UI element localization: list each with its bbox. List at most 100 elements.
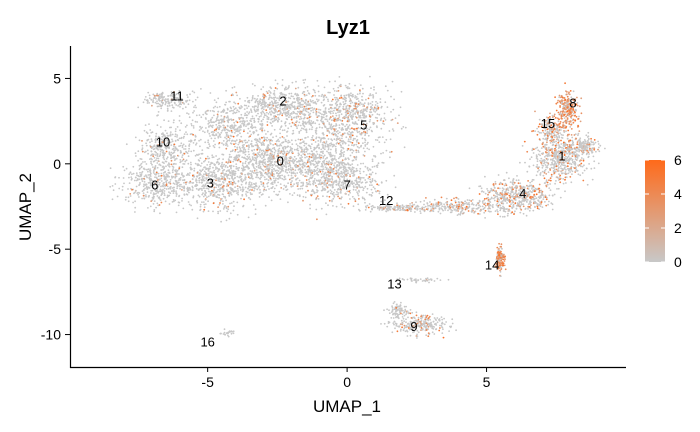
- cell-point: [343, 207, 346, 209]
- cell-point: [249, 188, 252, 191]
- cell-point: [317, 99, 320, 101]
- cell-point: [319, 157, 322, 160]
- cell-point: [275, 143, 278, 146]
- cell-point: [355, 110, 358, 113]
- cell-point: [265, 178, 268, 181]
- cell-point: [160, 107, 163, 110]
- cell-point: [229, 126, 232, 129]
- cell-point: [145, 195, 147, 198]
- cell-point: [391, 207, 394, 210]
- cell-point: [284, 156, 286, 159]
- cell-point: [284, 178, 287, 181]
- cell-point: [245, 195, 248, 197]
- cell-point: [330, 100, 333, 102]
- cell-point: [376, 113, 379, 115]
- cell-point: [172, 106, 175, 109]
- cell-point: [309, 160, 311, 163]
- cell-point: [285, 107, 288, 110]
- cell-point: [334, 150, 337, 153]
- cell-point: [165, 183, 168, 186]
- cell-point: [143, 177, 146, 180]
- cell-point: [357, 103, 360, 106]
- cell-point: [288, 85, 290, 87]
- cell-point: [291, 81, 294, 84]
- cell-point: [288, 116, 290, 119]
- cell-point: [261, 124, 264, 127]
- cell-point: [183, 178, 186, 181]
- cell-point: [364, 165, 367, 168]
- cell-point: [366, 130, 369, 132]
- cell-point: [305, 185, 308, 188]
- cell-point: [316, 98, 318, 101]
- cell-point: [282, 153, 285, 156]
- cell-point: [236, 135, 238, 137]
- cell-point: [347, 181, 350, 184]
- cell-point: [285, 140, 288, 143]
- cell-point: [228, 153, 231, 156]
- cell-point: [245, 158, 248, 160]
- cell-point: [316, 218, 318, 221]
- cell-point: [203, 187, 205, 190]
- cell-point: [261, 152, 264, 155]
- cell-point: [156, 92, 159, 95]
- cell-point: [345, 94, 348, 97]
- cell-point: [234, 142, 237, 145]
- cell-point: [200, 170, 203, 173]
- cell-point: [140, 178, 143, 181]
- cell-point: [168, 181, 171, 184]
- cell-point: [188, 99, 191, 102]
- cell-point: [285, 112, 288, 115]
- cell-point: [199, 145, 201, 148]
- cell-point: [322, 195, 324, 198]
- cell-point: [262, 95, 264, 98]
- cell-point: [125, 196, 127, 199]
- cell-point: [180, 142, 183, 145]
- cell-point: [271, 161, 273, 163]
- cell-point: [298, 132, 301, 134]
- cell-point: [359, 172, 362, 175]
- cell-point: [257, 120, 260, 123]
- cell-point: [346, 149, 349, 152]
- cell-point: [271, 170, 274, 173]
- cell-point: [236, 146, 239, 149]
- cell-point: [163, 187, 166, 190]
- cell-point: [313, 107, 316, 110]
- cell-point: [263, 162, 266, 165]
- cell-point: [182, 207, 185, 210]
- cell-point: [307, 101, 310, 104]
- cell-point: [206, 155, 209, 158]
- cell-point: [291, 143, 294, 146]
- cell-point: [253, 159, 256, 162]
- cell-point: [212, 210, 214, 213]
- cell-point: [263, 112, 266, 115]
- cell-point: [360, 109, 363, 112]
- cell-point: [290, 172, 293, 175]
- cell-point: [147, 138, 150, 141]
- cell-point: [274, 150, 277, 152]
- cell-point: [188, 203, 191, 206]
- cell-point: [238, 126, 240, 129]
- cell-point: [338, 164, 341, 167]
- cell-point: [134, 136, 137, 139]
- cell-point: [203, 179, 206, 182]
- cell-point: [162, 161, 164, 164]
- cell-point: [176, 169, 179, 172]
- cell-point: [264, 178, 266, 181]
- cell-point: [351, 172, 353, 175]
- cell-point: [204, 185, 207, 187]
- cell-point: [389, 156, 391, 159]
- cell-point: [217, 131, 220, 134]
- cell-point: [366, 187, 369, 190]
- cell-point: [141, 140, 143, 142]
- cell-point: [349, 102, 352, 105]
- cell-point: [370, 208, 373, 210]
- cell-point: [369, 93, 372, 95]
- cell-point: [199, 208, 202, 211]
- cell-point: [236, 213, 239, 216]
- cell-point: [274, 96, 277, 99]
- cell-point: [369, 119, 372, 121]
- cell-point: [272, 93, 275, 95]
- cell-point: [344, 166, 347, 169]
- cell-point: [357, 149, 360, 152]
- cell-point: [196, 217, 199, 220]
